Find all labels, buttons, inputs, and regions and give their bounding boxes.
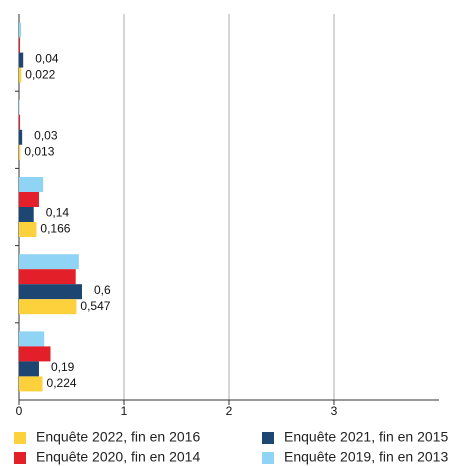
value-label: 0,14 (46, 206, 70, 220)
value-label: 0,04 (35, 51, 59, 65)
x-tick-label: 2 (226, 404, 233, 418)
value-label: 0,19 (51, 360, 75, 374)
value-label: 0,022 (25, 67, 55, 81)
bar (19, 361, 39, 377)
bar (19, 376, 43, 392)
bar (19, 177, 44, 192)
bar (19, 331, 45, 347)
bar (19, 284, 82, 300)
legend-swatch (262, 452, 274, 464)
bar (19, 222, 37, 237)
x-tick-label: 3 (331, 404, 338, 418)
bar (19, 299, 77, 315)
legend-label: Enquête 2021, fin en 2015 (284, 429, 448, 445)
value-label: 0,166 (40, 222, 70, 236)
bar (19, 67, 22, 83)
legend-swatch (14, 452, 26, 464)
value-label: 0,547 (80, 299, 110, 313)
bar (19, 99, 20, 115)
value-label: 0,03 (34, 128, 58, 142)
legend-label: Enquête 2019, fin en 2013 (284, 449, 448, 465)
legend-swatch (262, 432, 274, 444)
bar (19, 144, 21, 160)
bar (19, 114, 21, 130)
bar (19, 269, 76, 285)
bar (19, 192, 39, 207)
bar (19, 22, 22, 38)
bar (19, 207, 34, 222)
bar (19, 346, 51, 362)
x-tick-label: 0 (16, 404, 23, 418)
bar (19, 254, 79, 270)
legend-label: Enquête 2022, fin en 2016 (36, 429, 200, 445)
legend-label: Enquête 2020, fin en 2014 (36, 449, 200, 465)
value-label: 0,224 (47, 376, 77, 390)
legend-swatch (14, 432, 26, 444)
x-tick-label: 1 (121, 404, 128, 418)
value-label: 0,013 (24, 144, 54, 158)
bar (19, 129, 23, 145)
bar (19, 52, 24, 68)
value-label: 0,6 (94, 283, 111, 297)
bar (19, 37, 21, 53)
